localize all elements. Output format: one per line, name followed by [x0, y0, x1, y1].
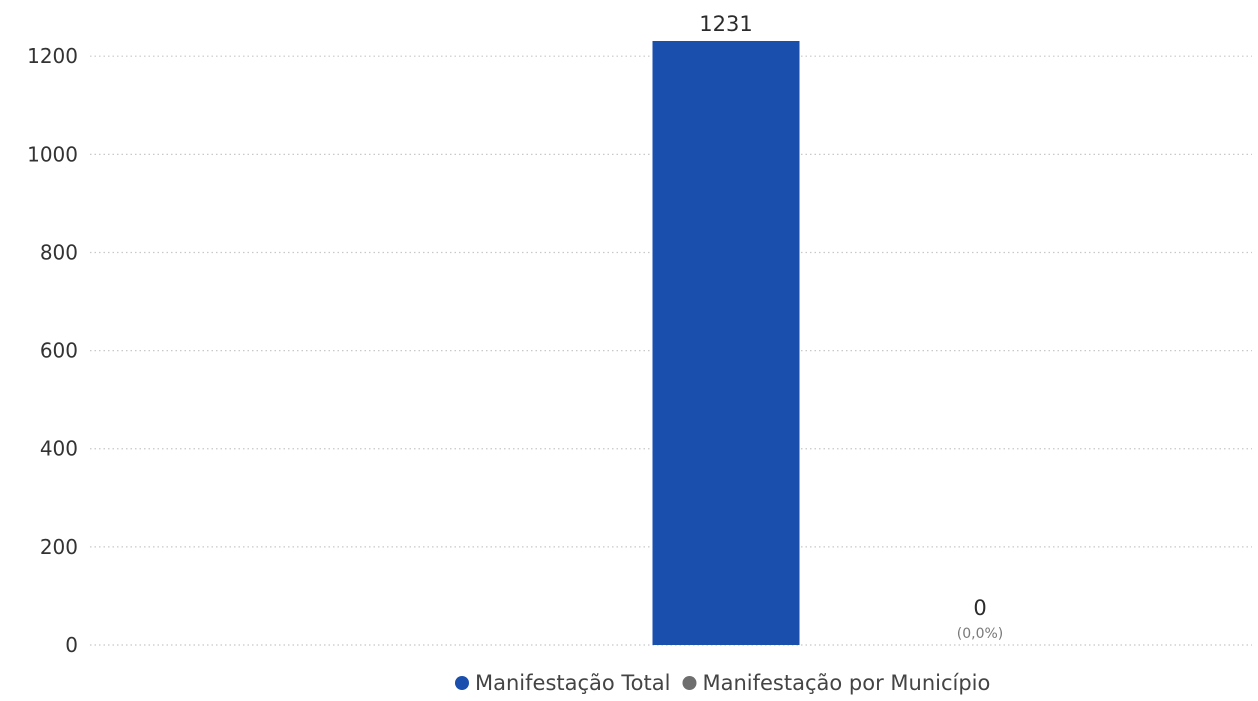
legend-item[interactable]: Manifestação por Município: [682, 671, 990, 695]
y-tick-label: 1200: [27, 44, 78, 68]
legend-item[interactable]: Manifestação Total: [455, 671, 670, 695]
data-label: 1231: [699, 12, 752, 36]
y-tick-label: 1000: [27, 142, 78, 166]
bars: [652, 41, 800, 645]
data-label: 0: [973, 596, 986, 620]
legend-label: Manifestação Total: [475, 671, 670, 695]
y-tick-label: 400: [40, 437, 78, 461]
data-labels: 1231 0 (0,0%): [699, 12, 1003, 642]
y-tick-label: 200: [40, 535, 78, 559]
y-tick-label: 0: [65, 633, 78, 657]
legend: Manifestação Total Manifestação por Munic…: [455, 671, 990, 695]
legend-label: Manifestação por Município: [702, 671, 990, 695]
y-tick-label: 600: [40, 339, 78, 363]
y-tick-label: 800: [40, 240, 78, 264]
data-sublabel: (0,0%): [957, 626, 1004, 642]
bar-1[interactable]: [652, 41, 800, 645]
legend-marker: [455, 676, 469, 690]
legend-marker: [682, 676, 697, 690]
y-axis-tick-labels: 0 200 400 600 800 1000 1200: [27, 44, 78, 657]
